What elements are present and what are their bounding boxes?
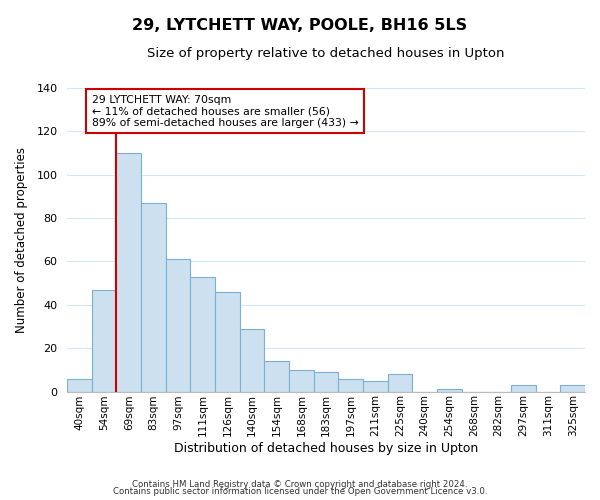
Text: Contains public sector information licensed under the Open Government Licence v3: Contains public sector information licen… — [113, 487, 487, 496]
Title: Size of property relative to detached houses in Upton: Size of property relative to detached ho… — [148, 48, 505, 60]
Bar — [338, 378, 363, 392]
Bar — [363, 380, 388, 392]
Bar — [215, 292, 240, 392]
Bar — [511, 385, 536, 392]
Text: 29 LYTCHETT WAY: 70sqm
← 11% of detached houses are smaller (56)
89% of semi-det: 29 LYTCHETT WAY: 70sqm ← 11% of detached… — [92, 94, 359, 128]
Bar — [92, 290, 116, 392]
Bar — [190, 276, 215, 392]
Bar — [116, 153, 141, 392]
Bar — [141, 203, 166, 392]
Bar — [437, 390, 462, 392]
Bar — [166, 260, 190, 392]
Bar — [240, 328, 265, 392]
Bar — [67, 378, 92, 392]
Bar — [388, 374, 412, 392]
X-axis label: Distribution of detached houses by size in Upton: Distribution of detached houses by size … — [174, 442, 478, 455]
Bar — [314, 372, 338, 392]
Text: 29, LYTCHETT WAY, POOLE, BH16 5LS: 29, LYTCHETT WAY, POOLE, BH16 5LS — [133, 18, 467, 32]
Text: Contains HM Land Registry data © Crown copyright and database right 2024.: Contains HM Land Registry data © Crown c… — [132, 480, 468, 489]
Bar — [265, 361, 289, 392]
Y-axis label: Number of detached properties: Number of detached properties — [15, 147, 28, 333]
Bar — [560, 385, 585, 392]
Bar — [289, 370, 314, 392]
